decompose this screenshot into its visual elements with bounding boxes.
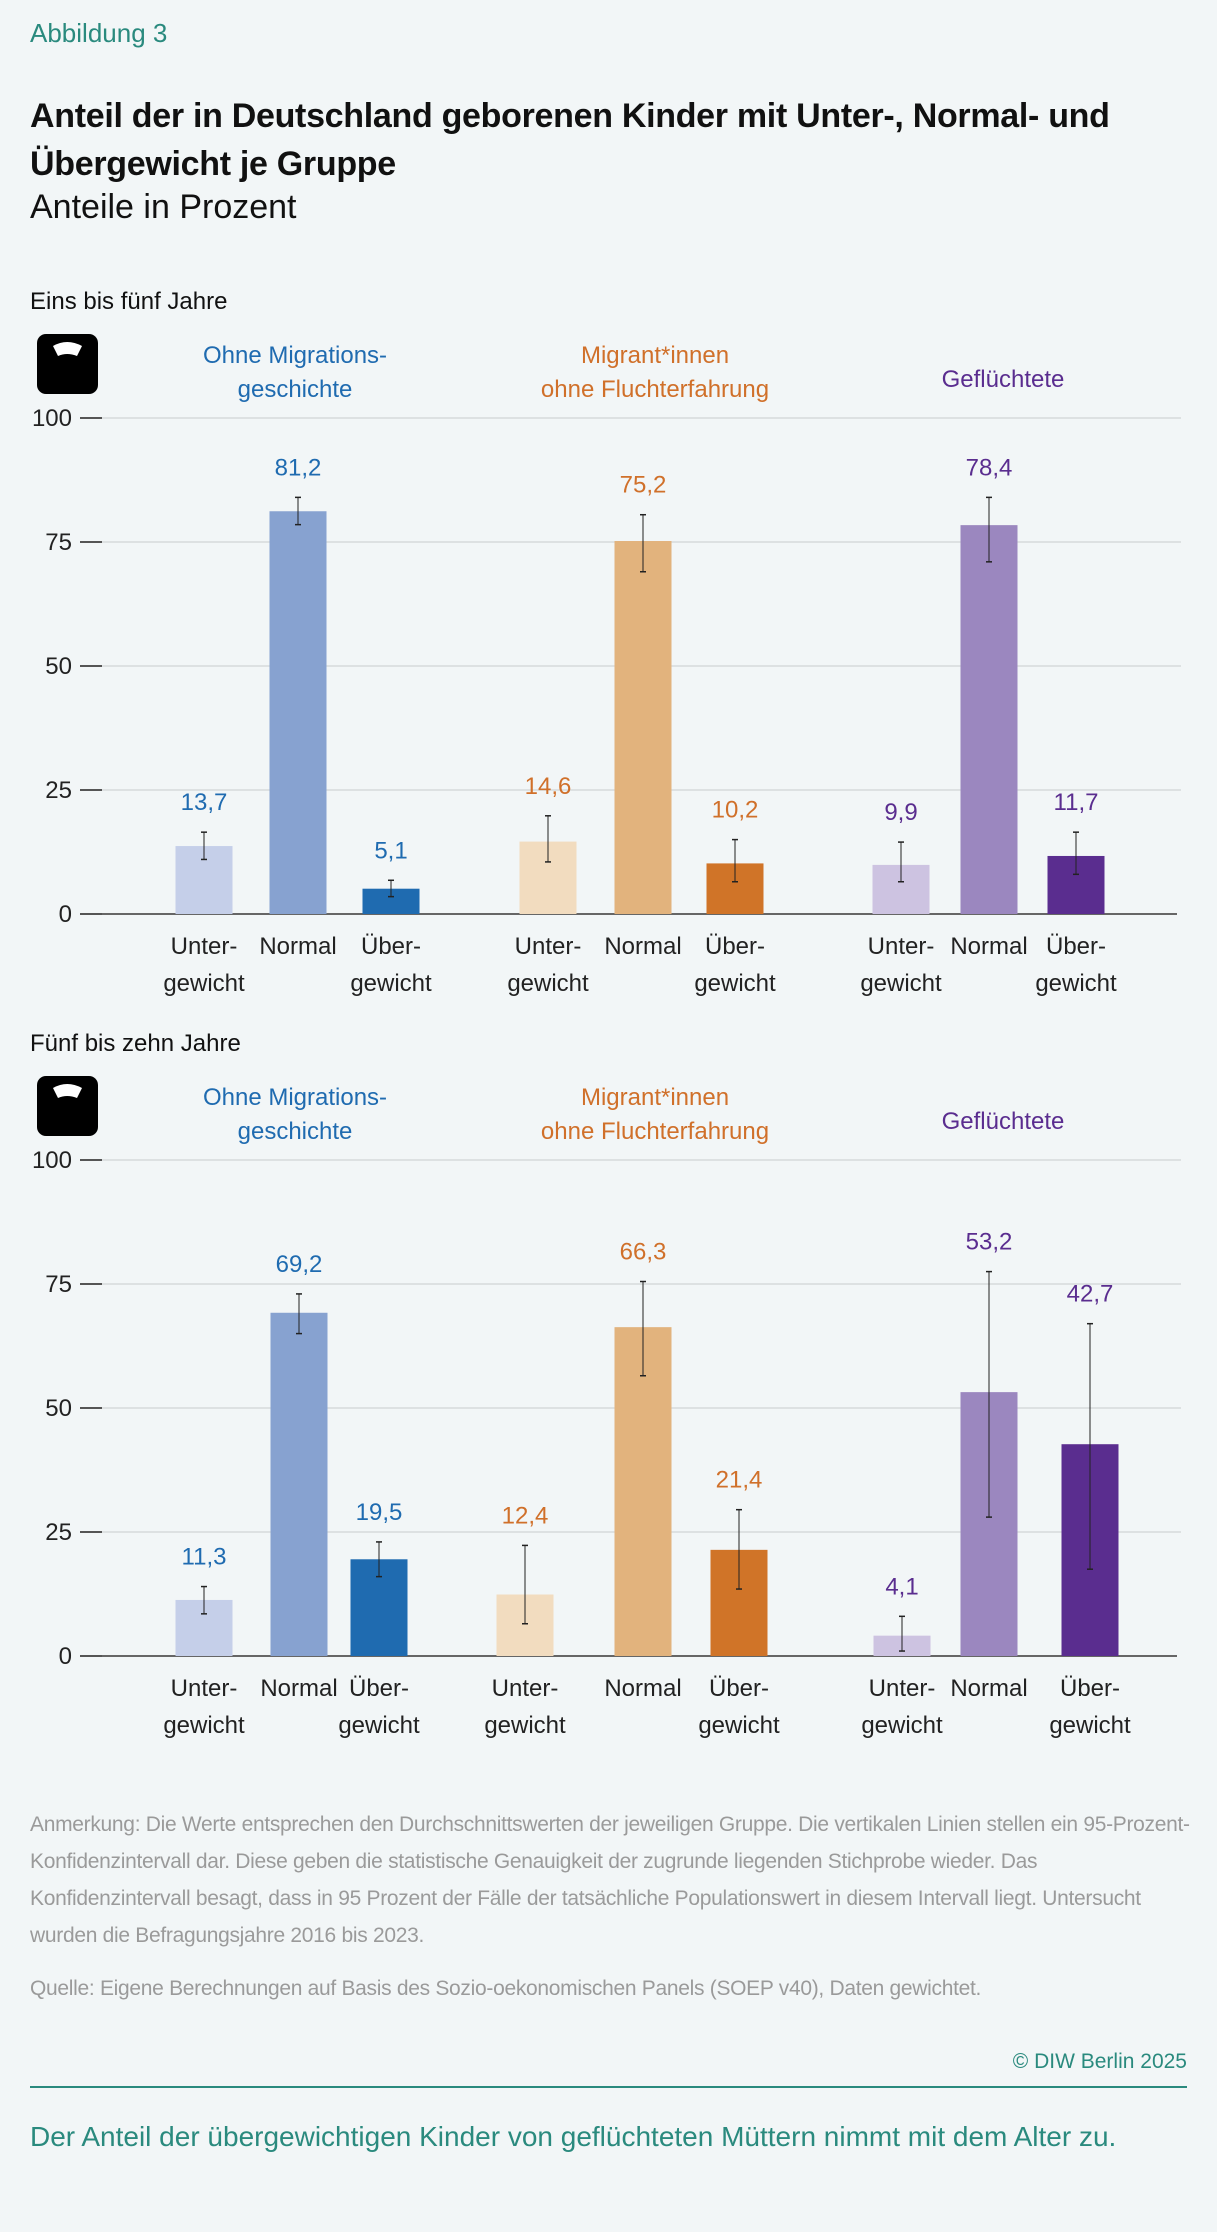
scale-body (37, 1076, 98, 1136)
chart-subtitle: Anteile in Prozent (30, 188, 297, 226)
copyright: © DIW Berlin 2025 (1012, 2050, 1187, 2073)
y-tick-label: 25 (45, 777, 72, 804)
data-label: 9,9 (884, 799, 917, 826)
x-category-label: Normal (604, 1675, 681, 1702)
x-category-label: Über- (361, 933, 421, 960)
x-category-label: Normal (259, 933, 336, 960)
x-category-label: Über- (705, 933, 765, 960)
series-title: ohne Fluchterfahrung (541, 1118, 769, 1145)
series-title: geschichte (238, 376, 353, 403)
chart-panel-2: 0 25 50 75 100 Ohne Migrations-geschichte 11,3… (32, 1076, 1181, 1739)
x-category-label: gewicht (338, 1712, 420, 1739)
data-label: 21,4 (716, 1467, 763, 1494)
x-category-label: Normal (604, 933, 681, 960)
data-label: 12,4 (502, 1502, 549, 1529)
bar-migr-1 (614, 1327, 672, 1656)
panel-title-2: Fünf bis zehn Jahre (30, 1030, 241, 1057)
series-title: geschichte (238, 1118, 353, 1145)
remark-note: Anmerkung: Die Werte entsprechen den Dur… (30, 1813, 1190, 1947)
series-title: Ohne Migrations- (203, 342, 387, 369)
x-category-label: gewicht (860, 970, 942, 997)
source-note: Quelle: Eigene Berechnungen auf Basis de… (30, 1977, 982, 2000)
scale-body (37, 334, 98, 394)
y-tick-label: 0 (59, 1643, 72, 1670)
data-label: 4,1 (885, 1573, 918, 1600)
bar-ohne-1 (270, 1312, 328, 1656)
x-category-label: gewicht (163, 1712, 245, 1739)
y-tick-label: 25 (45, 1519, 72, 1546)
x-category-label: gewicht (350, 970, 432, 997)
x-category-label: gewicht (694, 970, 776, 997)
data-label: 11,3 (182, 1544, 227, 1571)
x-category-label: Unter- (171, 933, 238, 960)
data-label: 11,7 (1054, 789, 1099, 816)
x-category-label: Über- (349, 1675, 409, 1702)
bathroom-scale-icon (37, 1076, 98, 1136)
data-label: 5,1 (374, 837, 407, 864)
data-label: 42,7 (1067, 1281, 1114, 1308)
chart-title: Anteil der in Deutschland geborenen Kind… (30, 97, 1110, 183)
series-title: Migrant*innen (581, 1084, 729, 1111)
y-tick-label: 75 (45, 1271, 72, 1298)
x-category-label: Über- (709, 1675, 769, 1702)
y-tick-label: 50 (45, 1395, 72, 1422)
x-category-label: Unter- (868, 933, 935, 960)
x-category-label: Unter- (515, 933, 582, 960)
x-category-label: gewicht (484, 1712, 566, 1739)
x-category-label: Über- (1060, 1675, 1120, 1702)
data-label: 81,2 (275, 454, 322, 481)
scale-dial (53, 342, 82, 356)
data-label: 66,3 (620, 1239, 667, 1266)
x-category-label: Normal (260, 1675, 337, 1702)
x-category-label: gewicht (861, 1712, 943, 1739)
data-label: 75,2 (620, 472, 667, 499)
data-label: 10,2 (712, 797, 759, 824)
bar-ohne-1 (269, 511, 327, 914)
y-tick-label: 75 (45, 529, 72, 556)
bathroom-scale-icon (37, 334, 98, 394)
chart-panel-1: 0 25 50 75 100 Ohne Migrations-geschichte 13,7… (32, 334, 1181, 997)
series-title: Geflüchtete (942, 366, 1065, 393)
series-title: ohne Fluchterfahrung (541, 376, 769, 403)
x-category-label: Normal (950, 933, 1027, 960)
series-title: Ohne Migrations- (203, 1084, 387, 1111)
x-category-label: gewicht (1035, 970, 1117, 997)
bar-gefl-1 (960, 525, 1018, 914)
x-category-label: gewicht (1049, 1712, 1131, 1739)
takeaway-text: Der Anteil der übergewichtigen Kinder vo… (30, 2121, 1117, 2152)
x-category-label: gewicht (698, 1712, 780, 1739)
data-label: 14,6 (525, 773, 572, 800)
x-category-label: gewicht (507, 970, 589, 997)
data-label: 78,4 (966, 454, 1013, 481)
data-label: 13,7 (181, 789, 228, 816)
data-label: 19,5 (356, 1499, 403, 1526)
x-category-label: Normal (950, 1675, 1027, 1702)
x-category-label: gewicht (163, 970, 245, 997)
figure-label: Abbildung 3 (30, 18, 168, 48)
data-label: 69,2 (276, 1251, 323, 1278)
y-tick-label: 100 (32, 1147, 72, 1174)
series-title: Geflüchtete (942, 1108, 1065, 1135)
panel-title-1: Eins bis fünf Jahre (30, 288, 228, 315)
y-tick-label: 50 (45, 653, 72, 680)
bar-migr-1 (614, 541, 672, 914)
x-category-label: Unter- (492, 1675, 559, 1702)
divider (30, 2086, 1187, 2088)
x-category-label: Unter- (171, 1675, 238, 1702)
x-category-label: Über- (1046, 933, 1106, 960)
y-tick-label: 100 (32, 405, 72, 432)
x-category-label: Unter- (869, 1675, 936, 1702)
y-tick-label: 0 (59, 901, 72, 928)
series-title: Migrant*innen (581, 342, 729, 369)
data-label: 53,2 (966, 1229, 1013, 1256)
scale-dial (53, 1084, 82, 1098)
